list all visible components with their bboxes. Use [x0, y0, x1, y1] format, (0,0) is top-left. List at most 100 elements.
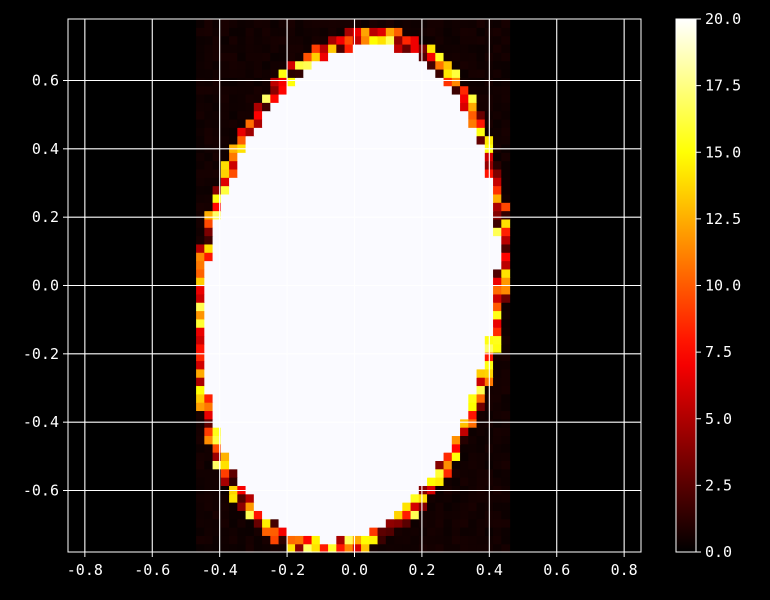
heatmap-cell	[361, 452, 370, 461]
heatmap-cell	[229, 468, 238, 478]
heatmap-cell	[328, 493, 337, 503]
heatmap-cell	[212, 468, 222, 478]
heatmap-cell	[402, 243, 412, 253]
heatmap-cell	[344, 168, 354, 178]
heatmap-cell	[410, 102, 420, 112]
heatmap-cell	[245, 60, 255, 70]
heatmap-cell	[212, 285, 222, 295]
heatmap-cell	[394, 268, 403, 278]
heatmap-cell	[229, 85, 238, 95]
heatmap-cell	[385, 193, 395, 203]
heatmap-cell	[443, 135, 453, 145]
heatmap-cell	[295, 85, 304, 95]
heatmap-cell	[303, 527, 313, 536]
heatmap-cell	[212, 268, 222, 278]
heatmap-cell	[361, 368, 370, 378]
heatmap-cell	[229, 402, 238, 412]
heatmap-cell	[418, 435, 428, 445]
heatmap-cell	[237, 285, 247, 295]
heatmap-cell	[270, 277, 280, 287]
heatmap-cell	[394, 360, 403, 370]
heatmap-cell	[270, 318, 280, 328]
heatmap-cell	[427, 260, 436, 270]
heatmap-cell	[286, 302, 296, 312]
heatmap-cell	[237, 402, 247, 412]
heatmap-cell	[286, 118, 296, 128]
heatmap-cell	[220, 443, 230, 453]
heatmap-cell	[311, 352, 321, 362]
heatmap-cell	[410, 368, 420, 378]
heatmap-cell	[328, 410, 337, 420]
heatmap-cell	[352, 218, 362, 228]
heatmap-cell	[443, 293, 453, 303]
heatmap-cell	[204, 535, 214, 545]
heatmap-cell	[352, 327, 362, 337]
heatmap-cell	[311, 368, 321, 378]
heatmap-cell	[336, 210, 346, 220]
heatmap-cell	[253, 93, 263, 103]
heatmap-cell	[501, 77, 511, 87]
heatmap-cell	[377, 302, 387, 312]
heatmap-cell	[212, 493, 222, 503]
heatmap-cell	[328, 19, 337, 28]
heatmap-cell	[245, 252, 255, 262]
heatmap-cell	[336, 60, 346, 70]
heatmap-cell	[476, 352, 486, 362]
heatmap-cell	[410, 68, 420, 78]
heatmap-cell	[443, 335, 453, 345]
heatmap-cell	[311, 27, 321, 37]
heatmap-cell	[311, 543, 321, 553]
heatmap-cell	[402, 252, 412, 262]
heatmap-cell	[369, 302, 379, 312]
heatmap-cell	[451, 443, 461, 453]
heatmap-cell	[253, 277, 263, 287]
heatmap-cell	[468, 260, 478, 270]
heatmap-cell	[270, 293, 280, 303]
heatmap-cell	[418, 452, 428, 461]
heatmap-cell	[435, 335, 445, 345]
heatmap-cell	[435, 193, 445, 203]
heatmap-cell	[311, 285, 321, 295]
heatmap-cell	[451, 252, 461, 262]
heatmap-cell	[344, 427, 354, 437]
heatmap-cell	[451, 293, 461, 303]
heatmap-cell	[295, 352, 304, 362]
colorbar-tick-label: 20.0	[705, 10, 741, 28]
heatmap-cell	[245, 168, 255, 178]
heatmap-cell	[212, 427, 222, 437]
heatmap-cell	[336, 68, 346, 78]
heatmap-cell	[385, 510, 395, 520]
heatmap-cell	[468, 77, 478, 87]
heatmap-cell	[435, 393, 445, 403]
heatmap-cell	[352, 510, 362, 520]
heatmap-cell	[295, 77, 304, 87]
heatmap-cell	[237, 385, 247, 395]
heatmap-cell	[476, 302, 486, 312]
heatmap-cell	[344, 335, 354, 345]
heatmap-cell	[451, 335, 461, 345]
heatmap-cell	[443, 502, 453, 511]
heatmap-cell	[245, 152, 255, 162]
heatmap-cell	[361, 77, 370, 87]
heatmap-cell	[427, 410, 436, 420]
heatmap-cell	[394, 543, 403, 553]
heatmap-cell	[377, 385, 387, 395]
heatmap-cell	[443, 285, 453, 295]
heatmap-cell	[278, 535, 288, 545]
heatmap-cell	[237, 218, 247, 228]
heatmap-cell	[352, 285, 362, 295]
heatmap-cell	[410, 460, 420, 470]
heatmap-cell	[394, 493, 403, 503]
heatmap-cell	[286, 327, 296, 337]
heatmap-cell	[237, 352, 247, 362]
heatmap-cell	[435, 485, 445, 495]
heatmap-cell	[427, 177, 436, 187]
heatmap-cell	[328, 27, 337, 37]
heatmap-cell	[311, 218, 321, 228]
heatmap-cell	[385, 93, 395, 103]
heatmap-cell	[377, 268, 387, 278]
heatmap-cell	[237, 368, 247, 378]
heatmap-cell	[369, 477, 379, 486]
heatmap-cell	[262, 302, 271, 312]
heatmap-cell	[220, 377, 230, 387]
